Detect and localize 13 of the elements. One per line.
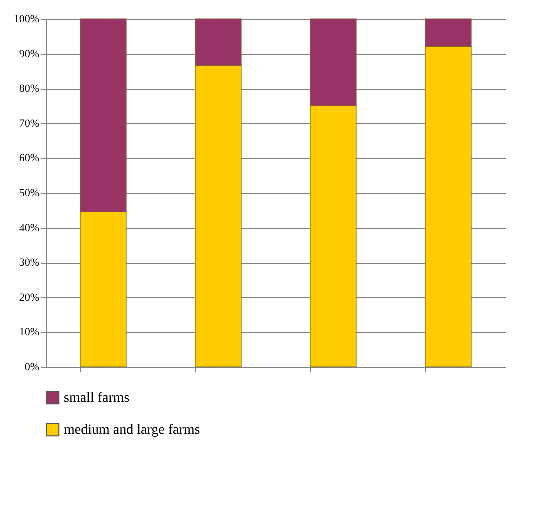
y-tick-label: 80%	[19, 83, 40, 96]
legend-label: medium and large farms	[64, 423, 200, 438]
y-tick-label: 10%	[19, 326, 40, 339]
y-tick-label: 30%	[19, 257, 40, 270]
y-tick-label: 70%	[19, 118, 40, 130]
y-tick-label: 100%	[14, 14, 40, 26]
y-tick-label: 60%	[19, 152, 40, 165]
y-tick-label: 50%	[19, 188, 40, 200]
y-tick-label: 40%	[19, 222, 40, 234]
legend-label: small farms	[64, 391, 130, 406]
y-tick-label: 90%	[19, 48, 40, 60]
y-tick-label: 20%	[19, 292, 40, 304]
y-tick-label: 0%	[24, 362, 40, 374]
